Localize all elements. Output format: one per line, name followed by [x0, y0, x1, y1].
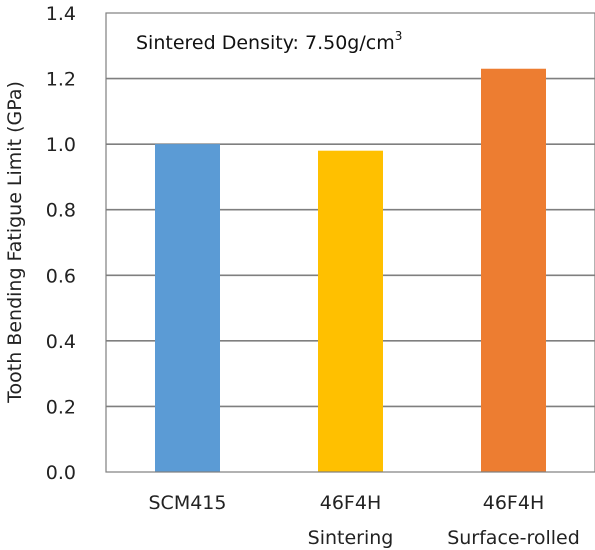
density-annotation-superscript: 3 [395, 29, 403, 43]
x-category-sublabel: Surface-rolled [447, 527, 580, 549]
y-tick-label: 0.6 [46, 265, 76, 287]
x-category-sublabel: Sintering [308, 527, 394, 549]
y-tick-label: 0.8 [46, 200, 76, 222]
x-category-labels: SCM415 46F4H Sintering 46F4H Surface-rolled [149, 492, 580, 549]
x-category-label: SCM415 [149, 492, 227, 514]
bar [155, 144, 220, 472]
y-axis-title: Tooth Bending Fatigue Limit (GPa) [4, 81, 26, 404]
y-tick-label: 1.0 [46, 134, 76, 156]
density-annotation-text: Sintered Density: 7.50g/cm [136, 32, 395, 54]
x-category-label: 46F4H [483, 492, 544, 514]
bar [481, 68, 546, 472]
y-tick-label: 1.2 [46, 69, 76, 91]
bar [318, 150, 383, 472]
y-tick-label: 0.2 [46, 396, 76, 418]
x-category-label: 46F4H [320, 492, 381, 514]
density-annotation: Sintered Density: 7.50g/cm3 [136, 29, 402, 54]
y-tick-label: 0.0 [46, 462, 76, 484]
bars [155, 68, 546, 472]
y-tick-labels: 0.0 0.2 0.4 0.6 0.8 1.0 1.2 1.4 [46, 3, 76, 484]
y-tick-label: 0.4 [46, 331, 76, 353]
plot-frame [105, 12, 595, 473]
y-tick-label: 1.4 [46, 3, 76, 25]
